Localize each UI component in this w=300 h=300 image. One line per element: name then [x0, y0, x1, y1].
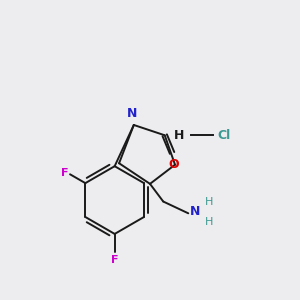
- Text: N: N: [190, 205, 200, 218]
- Text: O: O: [168, 158, 179, 171]
- Text: F: F: [111, 254, 118, 265]
- Text: H: H: [173, 129, 184, 142]
- Text: N: N: [127, 107, 137, 120]
- Text: Cl: Cl: [218, 129, 231, 142]
- Text: H: H: [205, 217, 213, 226]
- Text: F: F: [61, 168, 69, 178]
- Text: H: H: [205, 197, 213, 207]
